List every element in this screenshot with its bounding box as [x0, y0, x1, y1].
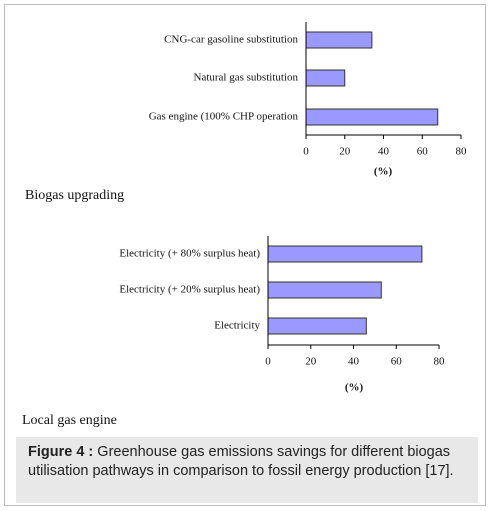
x-tick-label: 20: [339, 146, 351, 158]
x-tick-label: 60: [391, 356, 403, 368]
category-label: Electricity: [214, 320, 260, 332]
chart-title: Local gas engine: [22, 413, 117, 428]
category-label: CNG-car gasoline substitution: [164, 34, 298, 46]
x-tick-label: 40: [348, 356, 360, 368]
bar: [305, 31, 373, 49]
x-tick-label: 80: [434, 356, 446, 368]
x-axis-label: (%): [374, 166, 393, 178]
x-axis-label: (%): [345, 382, 364, 394]
x-tick-label: 60: [417, 146, 429, 158]
category-label: Gas engine (100% CHP operation: [149, 111, 299, 123]
x-tick-label: 0: [265, 356, 271, 368]
caption: Figure 4 : Greenhouse gas emissions savi…: [16, 437, 478, 503]
chart-title: Biogas upgrading: [25, 188, 124, 203]
category-label: Electricity (+ 20% surplus heat): [119, 284, 260, 296]
caption-label: Figure 4 :: [28, 444, 94, 460]
bar: [267, 281, 382, 299]
bar: [305, 108, 439, 126]
x-tick-label: 0: [303, 146, 309, 158]
x-tick-label: 80: [456, 146, 468, 158]
bar: [267, 245, 423, 263]
x-tick-label: 40: [378, 146, 390, 158]
bar: [267, 317, 367, 335]
figure: CNG-car gasoline substitution Natural gas…: [22, 22, 468, 428]
bar: [305, 69, 346, 87]
caption-text: Greenhouse gas emissions savings for dif…: [28, 444, 454, 479]
category-label: Natural gas substitution: [194, 72, 299, 84]
category-label: Electricity (+ 80% surplus heat): [119, 248, 260, 260]
x-tick-label: 20: [305, 356, 317, 368]
